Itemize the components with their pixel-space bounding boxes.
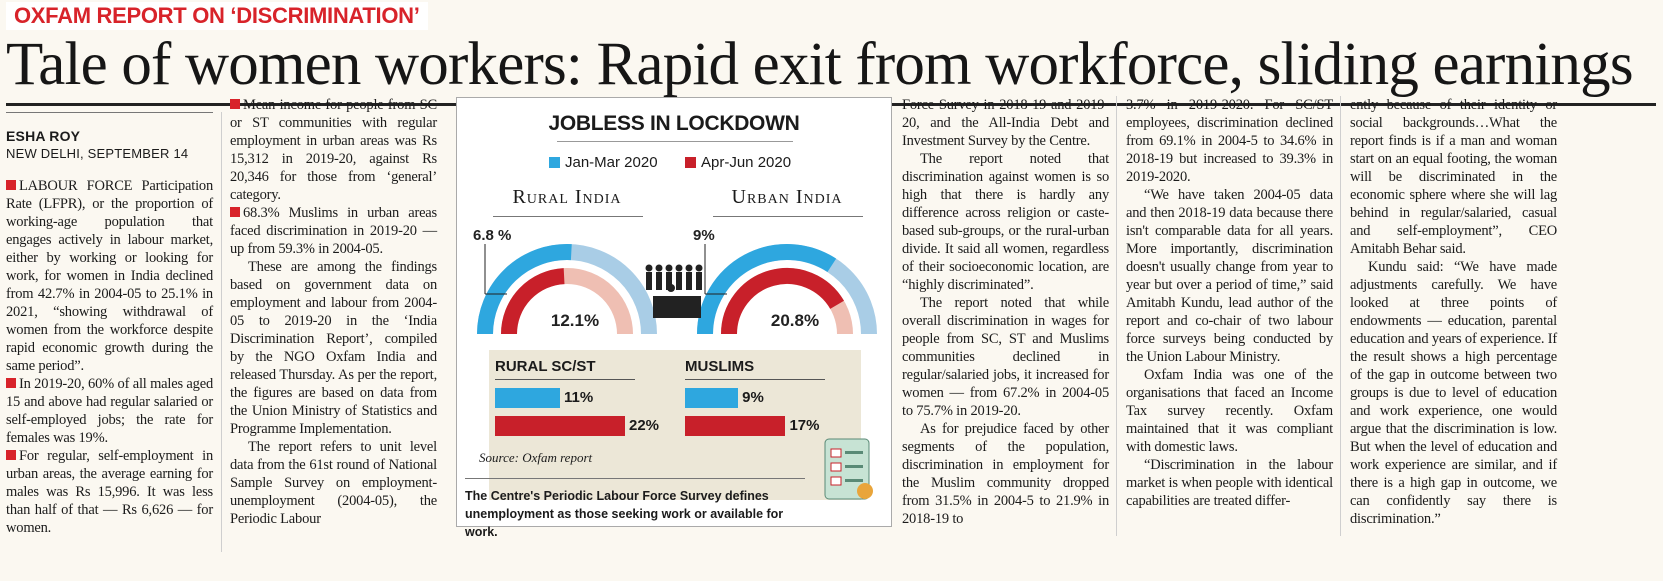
region-title-rural: Rural India xyxy=(512,186,622,208)
byline-rule xyxy=(6,112,213,113)
legend-swatch-blue xyxy=(549,157,560,168)
person-icon xyxy=(686,272,692,290)
gauge-arc-urban-q2 xyxy=(721,268,845,335)
paragraph: For regular, self-employment in urban ar… xyxy=(6,448,213,536)
bar-muslims-q2 xyxy=(685,416,786,436)
desk-icon xyxy=(653,296,701,318)
person-icon xyxy=(676,272,682,290)
paragraph: Oxfam India was one of the organisations… xyxy=(1126,367,1333,455)
column-4: 3.7% in 2019-2020. For SC/ST employees, … xyxy=(1126,96,1333,510)
headline: Tale of women workers: Rapid exit from w… xyxy=(6,31,1634,98)
paragraph: The report refers to unit level data fro… xyxy=(230,439,437,527)
gauge-arc-rural-q2 xyxy=(501,268,565,335)
paragraph: “We have taken 2004-05 data and then 201… xyxy=(1126,187,1333,365)
gauge-label-urban-q1: 9% xyxy=(693,227,715,244)
graphic-title: JOBLESS IN LOCKDOWN xyxy=(548,112,800,135)
bar-muslims-q1 xyxy=(685,388,739,408)
column-divider xyxy=(221,112,222,552)
bar-value-label: 17% xyxy=(789,417,820,434)
region-rule xyxy=(493,216,643,217)
person-icon xyxy=(655,264,663,272)
groups-panel: RURAL SC/ST MUSLIMS 11% 22% 9% 17% xyxy=(489,350,861,500)
gauge-label-rural-q1: 6.8 % xyxy=(473,227,511,244)
title-rule xyxy=(557,141,793,142)
person-icon xyxy=(666,272,672,290)
gauge-label-urban-q2: 20.8% xyxy=(771,311,819,330)
paragraph: “Discrimination in the labour market is … xyxy=(1126,457,1333,509)
chart-source: Source: Oxfam report xyxy=(479,450,593,465)
paragraph: The report noted that while overall disc… xyxy=(902,295,1109,419)
person-icon xyxy=(645,264,653,272)
paragraph: The report noted that discrimination aga… xyxy=(902,151,1109,293)
bullet-icon xyxy=(6,450,16,460)
legend-item-q2: Apr-Jun 2020 xyxy=(685,154,791,171)
paragraph: Mean income for people from SC or ST com… xyxy=(230,97,437,203)
column-5: ently because of their identity or socia… xyxy=(1350,96,1557,528)
column-divider xyxy=(1116,96,1117,536)
paragraph: These are among the findings based on go… xyxy=(230,259,437,437)
paragraph: 3.7% in 2019-2020. For SC/ST employees, … xyxy=(1126,97,1333,185)
bullet-icon xyxy=(230,207,240,217)
gauge-arc-urban-q1 xyxy=(697,244,837,335)
group-rule xyxy=(495,379,635,380)
person-icon xyxy=(685,264,693,272)
region-rule xyxy=(713,216,863,217)
paragraph: Kundu said: “We have made adjustments ca… xyxy=(1350,259,1557,527)
person-icon xyxy=(675,264,683,272)
group-rule xyxy=(685,379,825,380)
group-title-muslims: MUSLIMS xyxy=(685,358,755,375)
column-3: Force Survey in 2018-19 and 2019-20, and… xyxy=(902,96,1109,528)
person-icon xyxy=(656,272,662,290)
column-divider xyxy=(1340,96,1341,536)
bar-rural-scst-q1 xyxy=(495,388,560,408)
bar-rural-scst-q2 xyxy=(495,416,625,436)
legend-item-q1: Jan-Mar 2020 xyxy=(549,154,658,171)
bar-value-label: 11% xyxy=(564,389,594,406)
person-icon xyxy=(646,272,652,290)
person-icon xyxy=(665,264,673,272)
jobless-graphic: JOBLESS IN LOCKDOWN Jan-Mar 2020 Apr-Jun… xyxy=(456,97,892,539)
chart-definition: The Centre's Periodic Labour Force Surve… xyxy=(465,478,805,541)
bar-value-label: 22% xyxy=(629,417,660,434)
checklist-illustration-icon xyxy=(824,438,873,500)
person-icon xyxy=(696,272,702,290)
byline-author: ESHA ROY xyxy=(6,128,81,144)
legend-swatch-red xyxy=(685,157,696,168)
paragraph: As for prejudice faced by other segments… xyxy=(902,421,1109,527)
paragraph: In 2019-20, 60% of all males aged 15 and… xyxy=(6,376,213,446)
column-2: Mean income for people from SC or ST com… xyxy=(230,96,437,528)
group-title-rural-scst: RURAL SC/ST xyxy=(495,358,596,375)
kicker: OXFAM REPORT ON ‘DISCRIMINATION’ xyxy=(6,2,428,30)
column-1: ESHA ROY NEW DELHI, SEPTEMBER 14 LABOUR … xyxy=(6,115,213,537)
gauge-label-rural-q2: 12.1% xyxy=(551,311,599,330)
paragraph: ently because of their identity or socia… xyxy=(1350,97,1557,257)
paragraph: Force Survey in 2018-19 and 2019-20, and… xyxy=(902,97,1109,149)
paragraph: 68.3% Muslims in urban areas faced discr… xyxy=(230,205,437,257)
bar-value-label: 9% xyxy=(742,389,764,406)
clerk-icon xyxy=(667,284,675,292)
bullet-icon xyxy=(6,378,16,388)
paragraph: LABOUR FORCE Participation Rate (LFPR), … xyxy=(6,178,213,374)
bullet-icon xyxy=(230,99,240,109)
region-title-urban: Urban India xyxy=(731,186,843,208)
gauge-arc-rural-q1 xyxy=(477,244,572,335)
person-icon xyxy=(695,264,703,272)
bullet-icon xyxy=(6,180,16,190)
gauge-chart: 6.8 % 12.1% 9% 20.8% xyxy=(473,227,877,335)
dateline: NEW DELHI, SEPTEMBER 14 xyxy=(6,146,189,161)
